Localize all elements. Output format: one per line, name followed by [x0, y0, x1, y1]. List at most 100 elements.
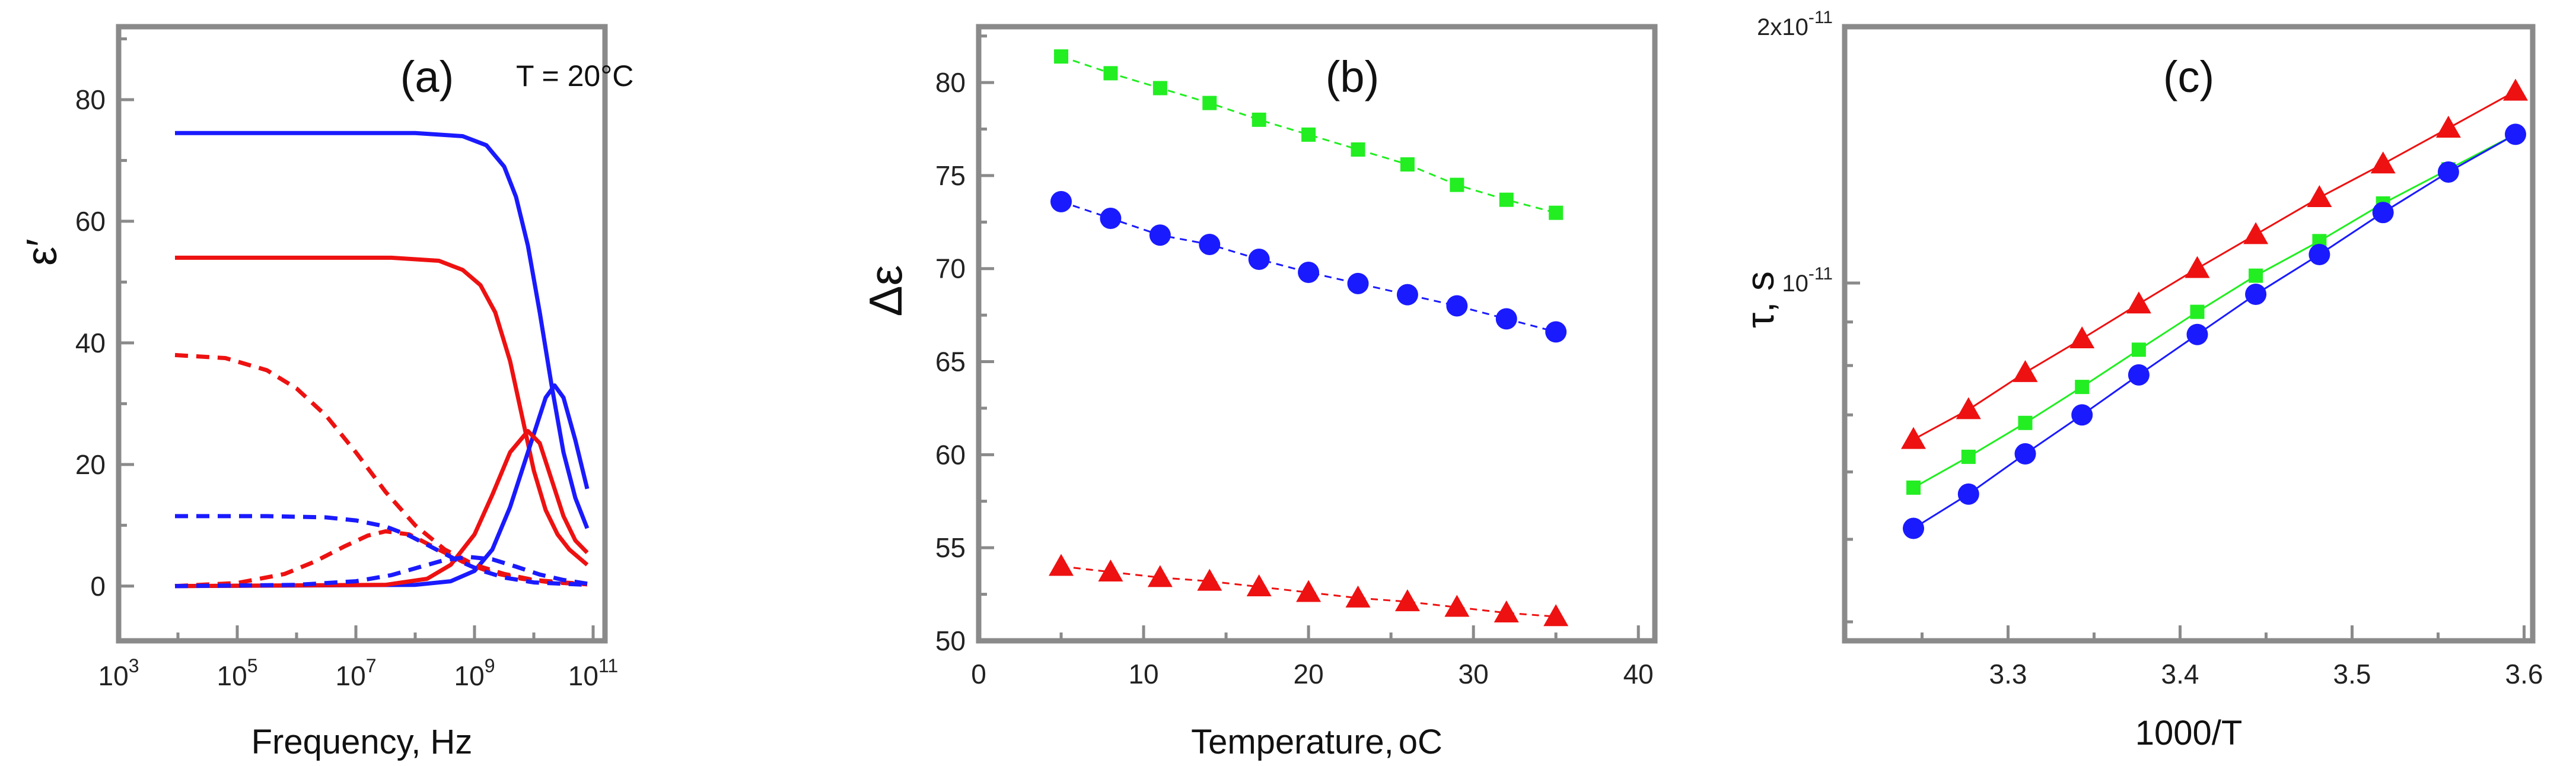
panel-a-x-tick-base: 10: [568, 660, 598, 691]
panel-c-x-axis-label: 1000/T: [2135, 714, 2243, 752]
panel-c-frame: [1842, 24, 2536, 644]
panel-a-x-tick-label: 1011: [568, 655, 618, 691]
panel-a-series-red-dash-real: [174, 352, 588, 587]
panel-b-point-green-squares: [1450, 177, 1464, 192]
panel-a-x-axis-label: Frequency, Hz: [251, 723, 473, 761]
panel-c-point-blue-circles: [2014, 443, 2036, 465]
panel-c-point-green-squares: [2075, 380, 2090, 395]
panel-c-line-red-triangles: [1913, 90, 2516, 441]
panel-c-point-red-triangles: [2503, 78, 2528, 101]
panel-b-y-tick-label: 60: [935, 439, 966, 470]
panel-b-label: (b): [1326, 52, 1379, 101]
panel-b-point-red-triangles: [1444, 595, 1470, 617]
panel-c-point-green-squares: [2249, 268, 2263, 283]
panel-a-label: (a): [400, 52, 454, 101]
panel-a-series-red-dash-loss: [174, 529, 588, 589]
panel-b-x-tick-label: 20: [1294, 659, 1324, 689]
panel-c-point-red-triangles: [2185, 256, 2210, 278]
panel-c-point-blue-circles: [1957, 483, 1979, 505]
panel-c-point-blue-circles: [2128, 364, 2150, 386]
panel-b-point-red-triangles: [1246, 574, 1272, 597]
panel-a-series-red-solid-real: [175, 255, 589, 567]
panel-c-point-blue-circles: [2372, 202, 2394, 224]
panel-b-point-blue-circles: [1347, 272, 1369, 294]
panel-b-point-blue-circles: [1545, 321, 1567, 343]
panel-c-point-red-triangles: [1901, 427, 1926, 449]
panel-b-ticks: 0 10 20 30 40 50 55 60 65 70 75 80: [935, 34, 1654, 689]
panel-c-point-red-triangles: [2370, 151, 2396, 174]
panel-c-y-tick-mid-exp: -11: [1808, 264, 1833, 284]
panel-a-x-tick-label: 109: [454, 655, 495, 691]
panel-b-x-tick-label: 40: [1623, 659, 1654, 689]
panel-b-y-tick-label: 70: [935, 253, 966, 284]
panel-a-x-tick-label: 105: [217, 655, 258, 691]
panel-b-x-tick-label: 0: [971, 659, 986, 689]
panel-a-y-tick-label: 60: [75, 206, 106, 237]
panel-b-point-green-squares: [1499, 192, 1514, 207]
panel-a-x-tick-label: 103: [98, 655, 139, 691]
panel-a-x-tick-base: 10: [336, 660, 366, 691]
panel-b-point-green-squares: [1054, 49, 1069, 64]
panel-b-point-green-squares: [1549, 205, 1564, 220]
panel-b-point-blue-circles: [1495, 308, 1517, 330]
panel-b-y-tick-label: 55: [935, 532, 966, 563]
panel-c-point-green-squares: [2190, 304, 2205, 319]
panel-b-x-tick-label: 10: [1128, 659, 1158, 689]
panel-b-frame: [976, 24, 1658, 644]
panel-b-y-tick-label: 65: [935, 347, 966, 377]
panel-b-point-red-triangles: [1345, 585, 1371, 608]
panel-a-y-tick-label: 80: [75, 84, 106, 115]
panel-b-y-tick-label: 75: [935, 160, 966, 191]
panel-b-y-axis-label: Δε: [859, 265, 912, 317]
panel-c-point-blue-circles: [2308, 244, 2330, 266]
panel-b-point-red-triangles: [1394, 589, 1420, 612]
panel-c-point-blue-circles: [1903, 517, 1924, 539]
panel-a-x-tick-label: 107: [336, 655, 377, 691]
panel-b-point-green-squares: [1103, 66, 1118, 81]
panel-b-line-red-triangles: [1061, 565, 1556, 618]
panel-a-x-tick-exp: 7: [366, 655, 377, 676]
panel-a-series-blue-dash-real: [175, 514, 588, 587]
panel-c-point-red-triangles: [2069, 326, 2095, 348]
panel-a-series-red-solid-loss: [174, 429, 589, 589]
panel-a-y-tick-label: 0: [90, 571, 106, 602]
panel-a-x-tick-exp: 5: [247, 655, 258, 676]
panel-c-point-red-triangles: [2126, 291, 2151, 314]
panel-b-point-red-triangles: [1543, 604, 1569, 627]
panel-c-markers: [1901, 78, 2528, 539]
panel-c-y-tick-top: 2x10-11: [1757, 8, 1833, 40]
panel-c-y-axis-label: τ, s: [1738, 271, 1782, 328]
panel-b-y-tick-label: 80: [935, 67, 966, 98]
panel-b-point-green-squares: [1152, 81, 1167, 96]
panel-c-point-blue-circles: [2505, 123, 2526, 145]
panel-a-series-blue-dash-loss: [174, 555, 588, 589]
panel-c-point-red-triangles: [2013, 360, 2038, 382]
panel-b-point-blue-circles: [1050, 190, 1072, 212]
panel-a-series-blue-solid-real: [175, 131, 590, 529]
panel-a-curves: [174, 131, 590, 589]
panel-b-point-red-triangles: [1147, 565, 1173, 587]
panel-b-y-tick-label: 50: [935, 625, 966, 656]
panel-a-y-tick-label: 40: [75, 328, 106, 358]
panel-c-x-tick-label: 3.4: [2161, 659, 2199, 689]
panel-c-point-green-squares: [2018, 415, 2033, 430]
panel-c-point-blue-circles: [2437, 161, 2459, 183]
panel-b-chart: 0 10 20 30 40 50 55 60 65 70 75 80 (b) Temperature,…: [859, 24, 1658, 761]
panel-a-x-tick-exp: 3: [129, 655, 139, 676]
panel-c-y-tick-top-mant: 2x10: [1757, 14, 1808, 40]
panel-c-x-tick-label: 3.3: [1989, 659, 2027, 689]
panel-a-series-blue-solid-loss: [174, 383, 590, 589]
panel-a-y-tick-label: 20: [75, 449, 106, 480]
panel-b-x-axis-label: Temperature, oC: [1191, 723, 1443, 761]
panel-c-point-blue-circles: [2071, 404, 2093, 426]
panel-c-point-green-squares: [1906, 480, 1921, 495]
panel-b-line-blue-circles: [1061, 201, 1556, 333]
panel-c-point-red-triangles: [2435, 116, 2461, 138]
panel-b-point-red-triangles: [1296, 580, 1322, 602]
panel-c-point-red-triangles: [2307, 185, 2332, 207]
panel-b-point-red-triangles: [1494, 600, 1519, 622]
panel-b-point-green-squares: [1252, 112, 1266, 127]
